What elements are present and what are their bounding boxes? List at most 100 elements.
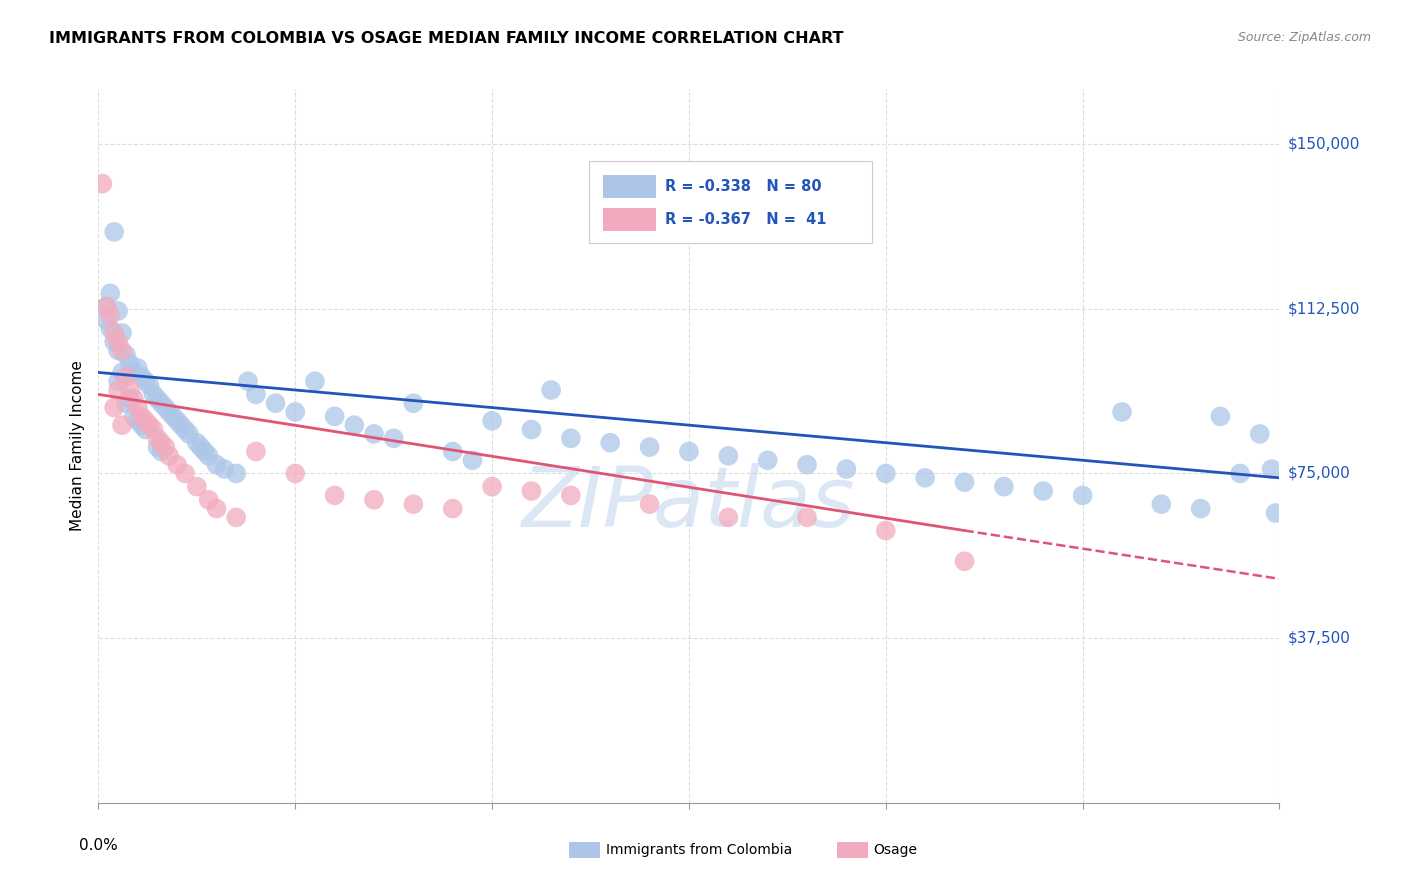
Point: [146, 440, 169, 454]
Point: [441, 444, 464, 458]
Point: [107, 343, 129, 358]
Point: [363, 426, 385, 441]
Point: [186, 435, 208, 450]
Point: [91, 177, 114, 191]
Point: [441, 501, 464, 516]
Point: [323, 488, 346, 502]
Point: [166, 414, 188, 428]
Point: [717, 510, 740, 524]
Text: Osage: Osage: [873, 843, 917, 857]
Point: [115, 348, 138, 362]
Text: IMMIGRANTS FROM COLOMBIA VS OSAGE MEDIAN FAMILY INCOME CORRELATION CHART: IMMIGRANTS FROM COLOMBIA VS OSAGE MEDIAN…: [49, 31, 844, 46]
Point: [214, 462, 236, 476]
Point: [304, 374, 326, 388]
Point: [103, 401, 125, 415]
Point: [1229, 467, 1251, 481]
Point: [796, 458, 818, 472]
Point: [118, 383, 141, 397]
Point: [402, 396, 425, 410]
Point: [111, 326, 134, 340]
Point: [914, 471, 936, 485]
Point: [225, 510, 247, 524]
Point: [177, 426, 200, 441]
Point: [138, 418, 160, 433]
Point: [107, 334, 129, 349]
Point: [382, 431, 405, 445]
Point: [560, 488, 582, 502]
Point: [170, 418, 193, 433]
Text: Immigrants from Colombia: Immigrants from Colombia: [606, 843, 792, 857]
Bar: [603, 208, 655, 231]
Point: [1264, 506, 1286, 520]
Point: [875, 524, 897, 538]
Point: [953, 475, 976, 490]
Point: [717, 449, 740, 463]
Point: [835, 462, 858, 476]
Point: [98, 321, 121, 335]
Point: [205, 458, 228, 472]
Y-axis label: Median Family Income: Median Family Income: [70, 360, 86, 532]
Point: [1111, 405, 1133, 419]
Point: [157, 405, 180, 419]
Point: [194, 444, 217, 458]
Point: [146, 392, 169, 406]
Point: [150, 444, 173, 458]
Point: [107, 374, 129, 388]
Point: [115, 369, 138, 384]
Point: [131, 369, 153, 384]
Point: [150, 396, 173, 410]
Point: [111, 343, 134, 358]
Point: [127, 361, 149, 376]
Point: [461, 453, 484, 467]
Point: [122, 409, 145, 424]
Point: [520, 483, 543, 498]
Point: [96, 312, 118, 326]
Point: [142, 387, 165, 401]
Point: [236, 374, 259, 388]
Point: [284, 405, 307, 419]
Point: [953, 554, 976, 568]
Point: [138, 378, 160, 392]
Point: [481, 480, 503, 494]
Point: [111, 366, 134, 380]
Point: [481, 414, 503, 428]
Point: [225, 467, 247, 481]
Point: [122, 366, 145, 380]
Text: 0.0%: 0.0%: [79, 838, 118, 854]
Point: [166, 458, 188, 472]
Point: [520, 423, 543, 437]
Text: ZIPatlas: ZIPatlas: [522, 463, 856, 543]
Point: [1209, 409, 1232, 424]
Point: [264, 396, 287, 410]
Point: [162, 409, 184, 424]
Point: [1071, 488, 1094, 502]
Point: [560, 431, 582, 445]
Point: [155, 440, 177, 454]
FancyBboxPatch shape: [589, 161, 872, 243]
Point: [638, 497, 661, 511]
Point: [343, 418, 366, 433]
Point: [98, 286, 121, 301]
Point: [599, 435, 621, 450]
Point: [190, 440, 212, 454]
Point: [150, 435, 173, 450]
Point: [135, 423, 157, 437]
Point: [157, 449, 180, 463]
Point: [96, 300, 118, 314]
Point: [363, 492, 385, 507]
Text: $37,500: $37,500: [1288, 631, 1351, 646]
Point: [111, 418, 134, 433]
Point: [540, 383, 562, 397]
Point: [186, 480, 208, 494]
Text: $75,000: $75,000: [1288, 466, 1351, 481]
Point: [875, 467, 897, 481]
Point: [155, 401, 177, 415]
Point: [135, 414, 157, 428]
Point: [131, 418, 153, 433]
Point: [197, 492, 219, 507]
Point: [131, 409, 153, 424]
Point: [284, 467, 307, 481]
Point: [142, 423, 165, 437]
Point: [1032, 483, 1054, 498]
Point: [174, 423, 197, 437]
